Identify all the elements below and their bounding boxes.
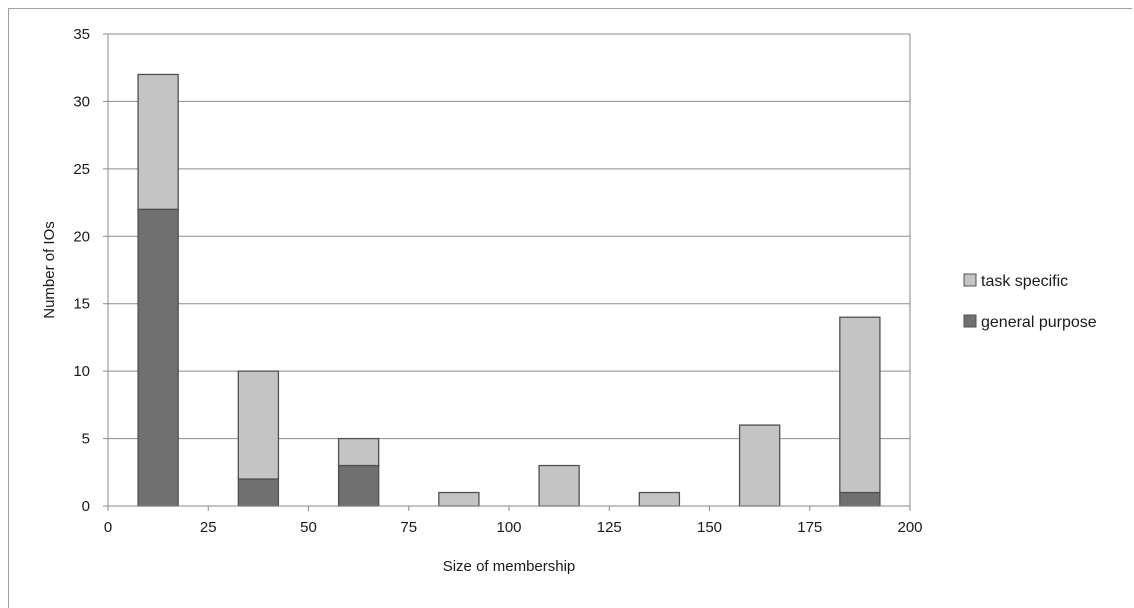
x-tick-label: 0	[104, 519, 112, 536]
x-tick-label: 125	[597, 519, 622, 536]
legend-label: general purpose	[981, 314, 1097, 331]
legend-swatch	[963, 314, 977, 328]
x-axis-title: Size of membership	[443, 558, 576, 575]
bar-general-purpose	[137, 208, 179, 507]
x-tick-label: 100	[496, 519, 521, 536]
x-tick-label: 175	[797, 519, 822, 536]
legend: task specific general purpose	[963, 273, 1097, 331]
x-tick-labels: 0 25 50 75 100 125 150 175 200	[104, 506, 923, 536]
bar-task-specific	[638, 491, 681, 507]
bar-general-purpose	[237, 478, 280, 507]
bar-general-purpose	[839, 491, 881, 507]
y-tick-label: 20	[73, 228, 90, 245]
bars	[137, 73, 881, 507]
plot-area-border	[107, 33, 911, 507]
x-tick-label: 25	[200, 519, 217, 536]
bar-task-specific	[237, 370, 280, 480]
x-tick-label: 75	[400, 519, 417, 536]
bar-task-specific	[839, 316, 881, 494]
axes	[107, 33, 911, 507]
y-tick-label: 25	[73, 161, 90, 178]
y-tick-label: 15	[73, 296, 90, 313]
y-tick-label: 5	[82, 431, 90, 448]
gridlines	[108, 33, 910, 440]
x-tick-label: 150	[697, 519, 722, 536]
legend-label: task specific	[981, 273, 1068, 290]
y-tick-label: 35	[73, 26, 90, 43]
y-tick-label: 0	[82, 498, 90, 515]
bar-general-purpose	[337, 464, 380, 507]
bar-task-specific	[337, 437, 380, 467]
x-tick-label: 50	[300, 519, 317, 536]
y-tick-label: 10	[73, 363, 90, 380]
bar-task-specific	[438, 491, 480, 507]
y-axis-title: Number of IOs	[41, 221, 58, 319]
y-tick-labels: 0 5 10 15 20 25 30 35	[73, 26, 108, 515]
y-tick-label: 30	[73, 93, 90, 110]
bar-task-specific	[538, 464, 580, 507]
legend-swatch	[963, 273, 977, 287]
x-tick-label: 200	[897, 519, 922, 536]
bar-task-specific	[137, 73, 179, 210]
bar-task-specific	[738, 424, 781, 507]
chart-frame	[8, 8, 1132, 608]
